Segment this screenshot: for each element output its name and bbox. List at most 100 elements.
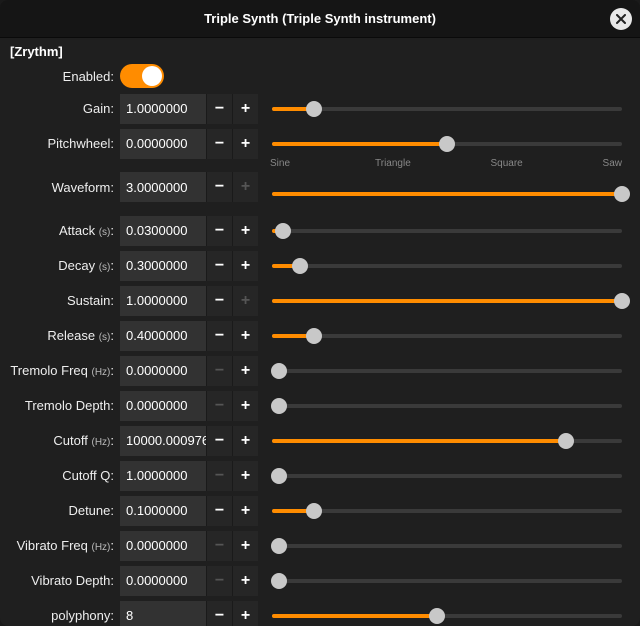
slider-thumb[interactable] [429,608,445,624]
decrement-button[interactable]: − [206,172,232,202]
param-value[interactable]: 1.0000000 [120,461,206,491]
decrement-button[interactable]: − [206,391,232,421]
decrement-button[interactable]: − [206,426,232,456]
slider-thumb[interactable] [271,398,287,414]
param-slider[interactable] [272,258,622,274]
increment-button[interactable]: + [232,286,258,316]
param-row: Cutoff (Hz):10000.000976−+ [8,423,632,458]
increment-button[interactable]: + [232,216,258,246]
param-stepper: −+ [206,216,258,246]
increment-button[interactable]: + [232,566,258,596]
increment-button[interactable]: + [232,601,258,626]
decrement-button[interactable]: − [206,94,232,124]
slider-container [258,468,632,484]
param-row: Vibrato Depth:0.0000000−+ [8,563,632,598]
param-slider[interactable] [272,573,622,589]
increment-button[interactable]: + [232,531,258,561]
decrement-button[interactable]: − [206,321,232,351]
increment-button[interactable]: + [232,391,258,421]
decrement-button[interactable]: − [206,251,232,281]
param-slider[interactable] [272,328,622,344]
slider-thumb[interactable] [271,573,287,589]
param-row: Sustain:1.0000000−+ [8,283,632,318]
decrement-button[interactable]: − [206,531,232,561]
param-value[interactable]: 1.0000000 [120,94,206,124]
param-slider[interactable] [272,223,622,239]
decrement-button[interactable]: − [206,566,232,596]
decrement-button[interactable]: − [206,216,232,246]
slider-thumb[interactable] [306,328,322,344]
param-stepper: −+ [206,129,258,159]
param-slider[interactable] [272,433,622,449]
param-slider[interactable] [272,468,622,484]
close-button[interactable] [610,8,632,30]
param-stepper: −+ [206,566,258,596]
param-slider[interactable] [272,293,622,309]
increment-button[interactable]: + [232,461,258,491]
param-value[interactable]: 1.0000000 [120,286,206,316]
slider-container [258,136,632,152]
increment-button[interactable]: + [232,426,258,456]
param-slider[interactable] [272,136,622,152]
param-list: Gain:1.0000000−+Pitchwheel:0.0000000−+Wa… [8,91,632,626]
decrement-button[interactable]: − [206,601,232,626]
param-value[interactable]: 10000.000976 [120,426,206,456]
decrement-button[interactable]: − [206,129,232,159]
titlebar: Triple Synth (Triple Synth instrument) [0,0,640,38]
param-label: Waveform: [8,180,120,195]
decrement-button[interactable]: − [206,461,232,491]
slider-thumb[interactable] [439,136,455,152]
slider-thumb[interactable] [614,293,630,309]
param-value[interactable]: 0.1000000 [120,496,206,526]
increment-button[interactable]: + [232,321,258,351]
slider-thumb[interactable] [275,223,291,239]
param-value[interactable]: 0.0000000 [120,566,206,596]
param-slider[interactable] [272,398,622,414]
param-label: Vibrato Depth: [8,573,120,588]
param-value[interactable]: 0.0000000 [120,129,206,159]
decrement-button[interactable]: − [206,286,232,316]
enabled-toggle[interactable] [120,64,164,88]
increment-button[interactable]: + [232,356,258,386]
slider-thumb[interactable] [614,186,630,202]
slider-thumb[interactable] [306,503,322,519]
slider-thumb[interactable] [558,433,574,449]
param-slider[interactable] [272,363,622,379]
decrement-button[interactable]: − [206,356,232,386]
param-slider[interactable] [272,503,622,519]
param-value[interactable]: 0.0000000 [120,531,206,561]
param-label: Tremolo Freq (Hz): [8,363,120,378]
param-slider[interactable] [272,538,622,554]
slider-fill [272,299,622,303]
slider-thumb[interactable] [271,468,287,484]
param-value[interactable]: 3.0000000 [120,172,206,202]
param-stepper: −+ [206,461,258,491]
increment-button[interactable]: + [232,94,258,124]
param-value[interactable]: 0.0000000 [120,356,206,386]
plugin-window: Triple Synth (Triple Synth instrument) [… [0,0,640,626]
slider-container [258,293,632,309]
slider-thumb[interactable] [306,101,322,117]
increment-button[interactable]: + [232,251,258,281]
param-slider[interactable] [272,608,622,624]
param-slider[interactable] [272,101,622,117]
slider-fill [272,142,447,146]
increment-button[interactable]: + [232,172,258,202]
param-value[interactable]: 0.0300000 [120,216,206,246]
param-value[interactable]: 0.3000000 [120,251,206,281]
param-slider[interactable] [272,186,622,202]
param-value[interactable]: 8 [120,601,206,626]
param-value[interactable]: 0.4000000 [120,321,206,351]
slider-thumb[interactable] [292,258,308,274]
increment-button[interactable]: + [232,496,258,526]
param-row: Tremolo Freq (Hz):0.0000000−+ [8,353,632,388]
param-value[interactable]: 0.0000000 [120,391,206,421]
slider-thumb[interactable] [271,538,287,554]
increment-button[interactable]: + [232,129,258,159]
param-row: Pitchwheel:0.0000000−+ [8,126,632,161]
slider-container [258,363,632,379]
param-label: Attack (s): [8,223,120,238]
param-stepper: −+ [206,286,258,316]
decrement-button[interactable]: − [206,496,232,526]
slider-thumb[interactable] [271,363,287,379]
